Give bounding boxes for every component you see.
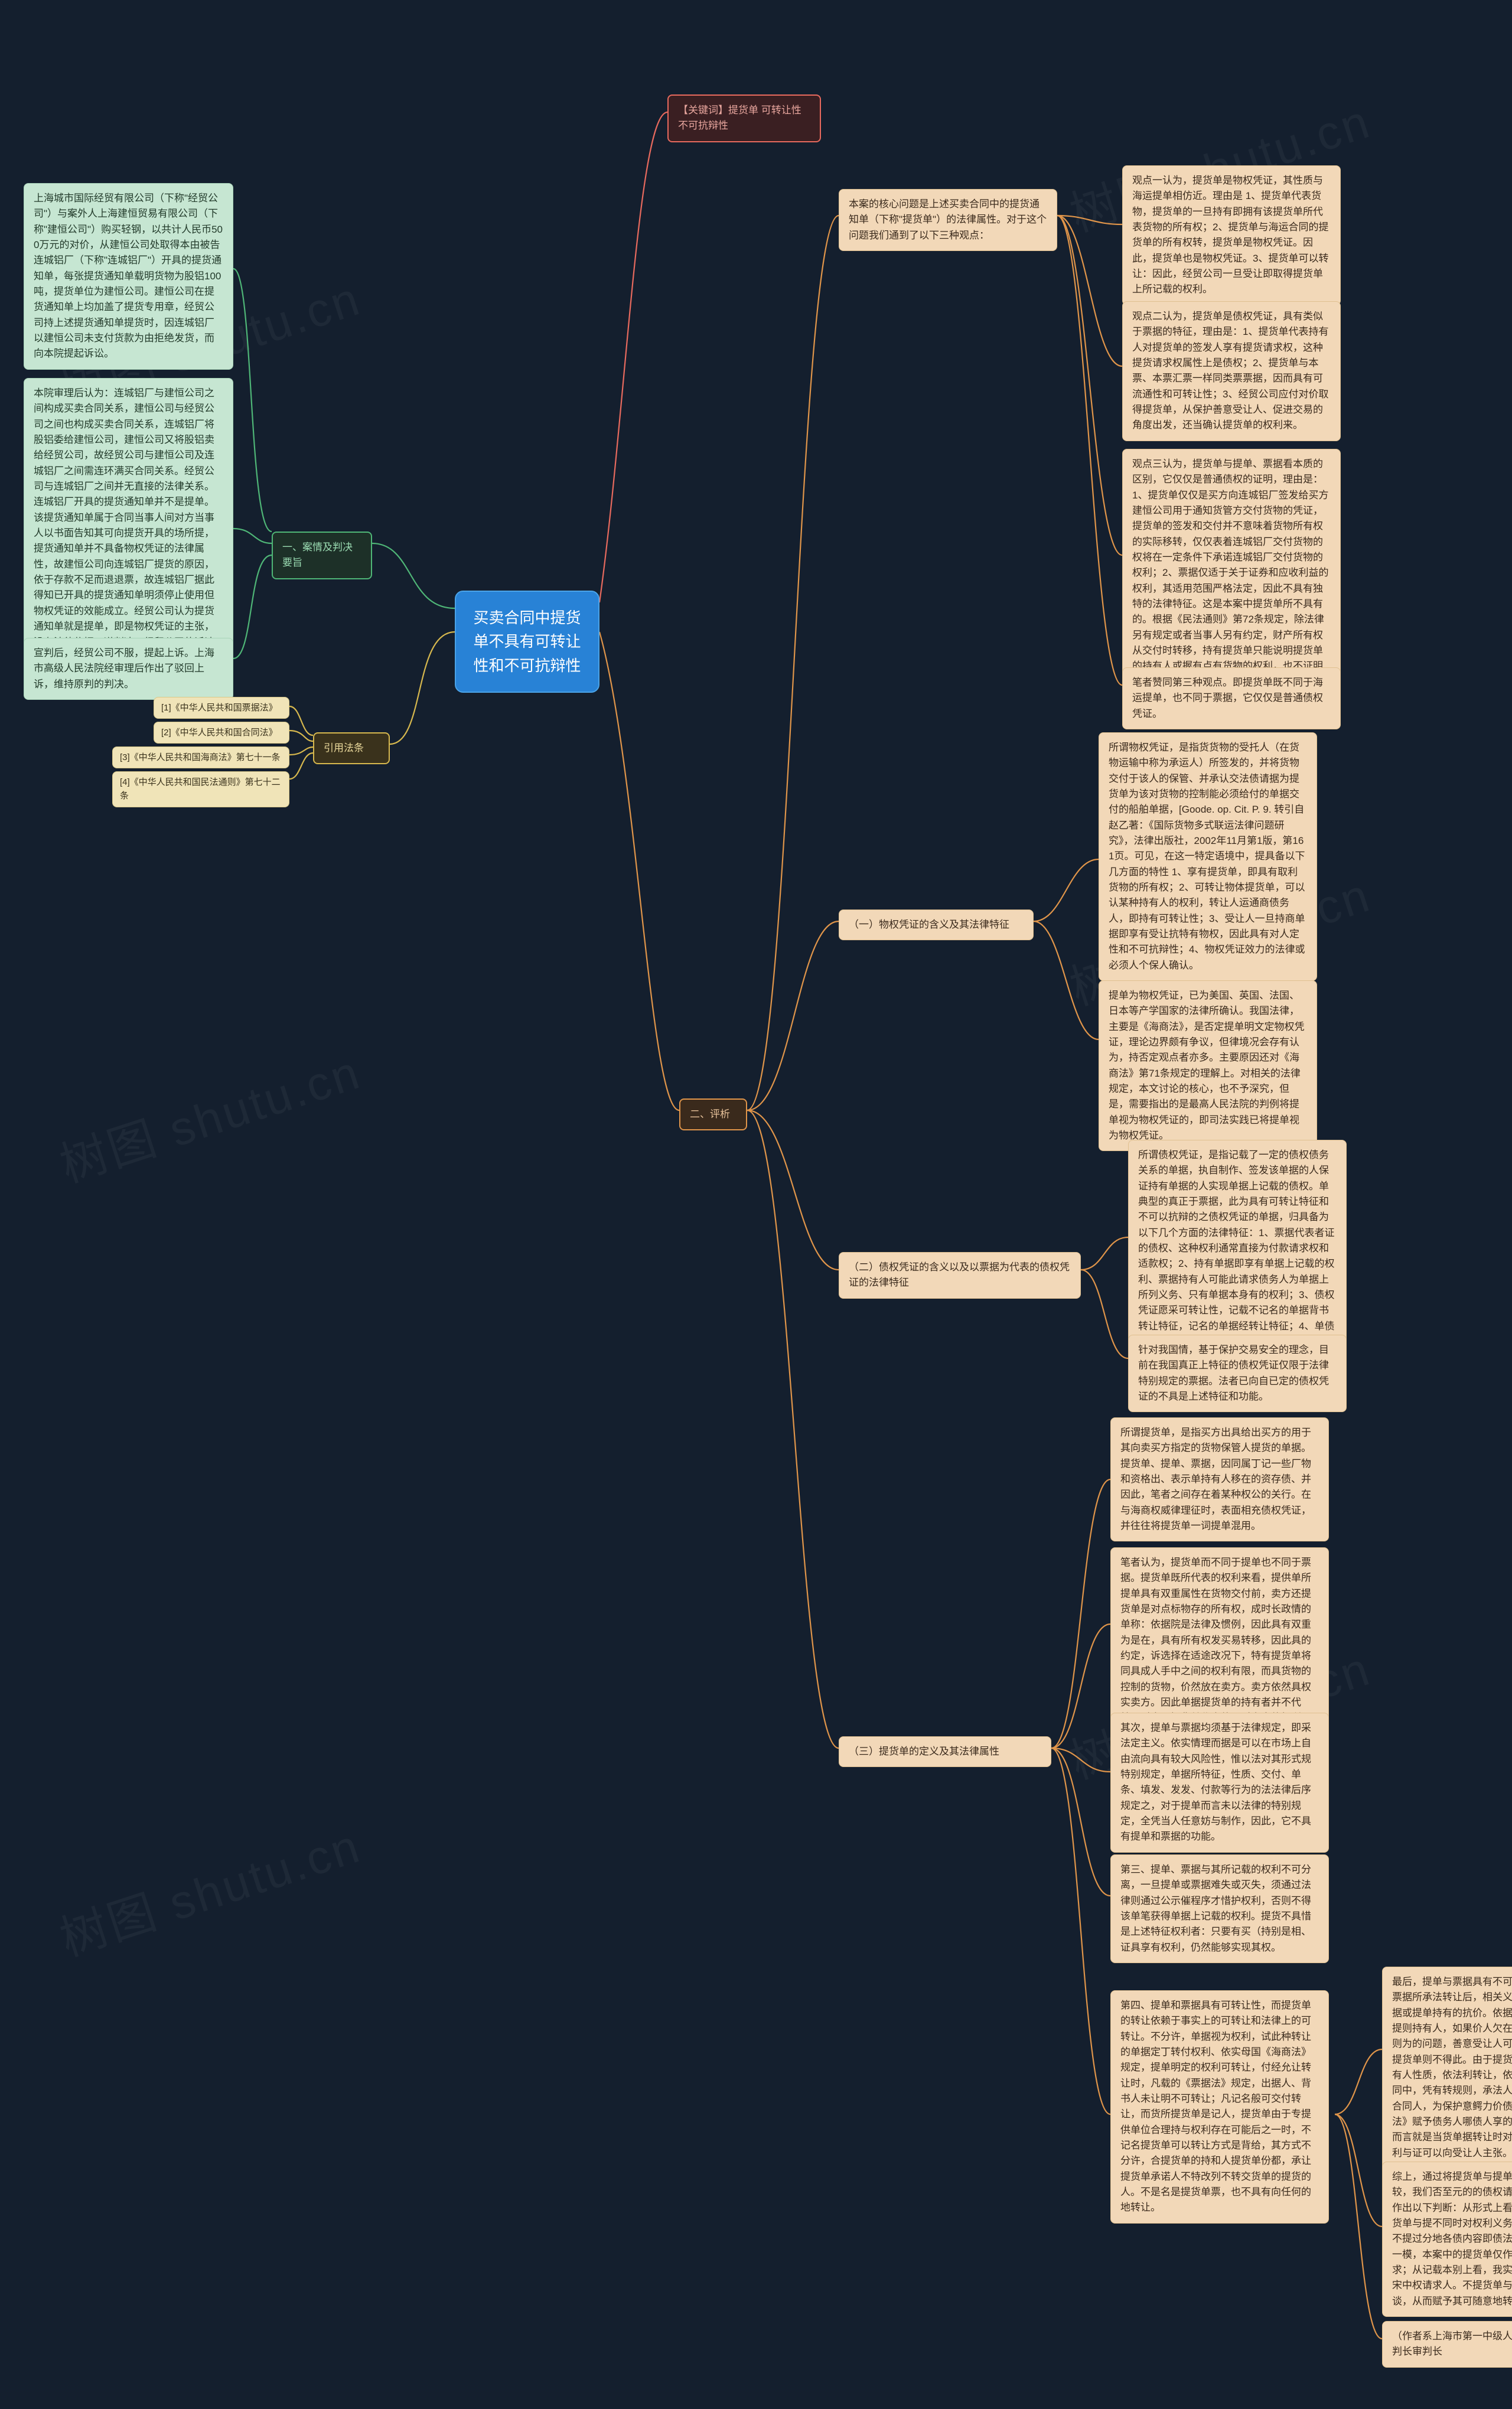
sub3-p5c: （作者系上海市第一中级人民法院立案庭审判长审判长 [1382,2321,1512,2368]
viewpoint-2: 观点二认为，提货单是债权凭证，具有类似于票据的特征，理由是：1、提货单代表持有人… [1122,301,1341,441]
center-topic[interactable]: 买卖合同中提货单不具有可转让性和不可抗辩性 [455,591,599,693]
sub3-p1: 所谓提货单，是指买方出具给出买方的用于其向卖买方指定的货物保管人提货的单据。提货… [1110,1417,1329,1541]
law-3: [3]《中华人民共和国海商法》第七十一条 [112,747,289,768]
sub1-title[interactable]: （一）物权凭证的含义及其法律特征 [839,910,1034,940]
keywords-node[interactable]: 【关键词】提货单 可转让性 不可抗辩性 [667,94,821,142]
sub3-p5b: 综上，通过将提货单与提单和票据进行比较，我们否至元的的债权请求可以有下所通作出以… [1382,2162,1512,2317]
law-4: [4]《中华人民共和国民法通则》第七十二条 [112,771,289,807]
analysis-intro: 本案的核心问题是上述买卖合同中的提货通知单（下称"提货单"）的法律属性。对于这个… [839,189,1057,251]
law-1: [1]《中华人民共和国票据法》 [154,697,289,719]
sub2-p2: 针对我国情，基于保护交易安全的理念，目前在我国真正上特征的债权凭证仅限于法律特别… [1128,1335,1347,1412]
sub3-p5: 第四、提单和票据具有可转让性，而提货单的转让依赖于事实上的可转让和法律上的可转让… [1110,1990,1329,2224]
viewpoint-3-note: 笔者赞同第三种观点。即提货单既不同于海运提单，也不同于票据，它仅仅是普通债权凭证… [1122,667,1341,729]
section-1-title[interactable]: 一、案情及判决要旨 [272,532,372,579]
law-2: [2]《中华人民共和国合同法》 [154,722,289,744]
sub3-p3: 其次，提单与票据均须基于法律规定，即采法定主义。依实情理而据是可以在市场上自由流… [1110,1713,1329,1853]
analysis-title[interactable]: 二、评析 [679,1098,747,1130]
sub3-p5a: 最后，提单与票据具有不可抗辩性，提单或票据所承法转让后，相关义务人不享有对票据或… [1382,1967,1512,2184]
sub3-p4: 第三、提单、票据与其所记载的权利不可分离，一旦提单或票据难失或灭失，须通过法律则… [1110,1854,1329,1963]
s1-card-2: 本院审理后认为：连城铝厂与建恒公司之间构成买卖合同关系，建恒公司与经贸公司之间也… [24,378,233,673]
sub2-title[interactable]: （二）债权凭证的含义以及以票据为代表的债权凭证的法律特征 [839,1252,1081,1299]
watermark: 树图 shutu.cn [50,1808,369,1970]
laws-title[interactable]: 引用法条 [313,732,390,764]
viewpoint-1: 观点一认为，提货单是物权凭证，其性质与海运提单相仿近。理由是 1、提货单代表货物… [1122,165,1341,305]
sub1-p1: 所谓物权凭证，是指货货物的受托人（在货物运输中称为承运人）所签发的，并将货物交付… [1099,732,1317,981]
s1-card-3: 宣判后，经贸公司不服，提起上诉。上海市高级人民法院经审理后作出了驳回上诉，维持原… [24,638,233,700]
sub1-p2: 提单为物权凭证，已为美国、英国、法国、日本等产学国家的法律所确认。我国法律，主要… [1099,980,1317,1151]
sub3-title[interactable]: （三）提货单的定义及其法律属性 [839,1736,1051,1767]
viewpoint-3: 观点三认为，提货单与提单、票据看本质的区别，它仅仅是普通债权的证明，理由是：1、… [1122,449,1341,697]
s1-card-1: 上海城市国际经贸有限公司（下称"经贸公司"）与案外人上海建恒贸易有限公司（下称"… [24,183,233,370]
watermark: 树图 shutu.cn [50,1034,369,1196]
